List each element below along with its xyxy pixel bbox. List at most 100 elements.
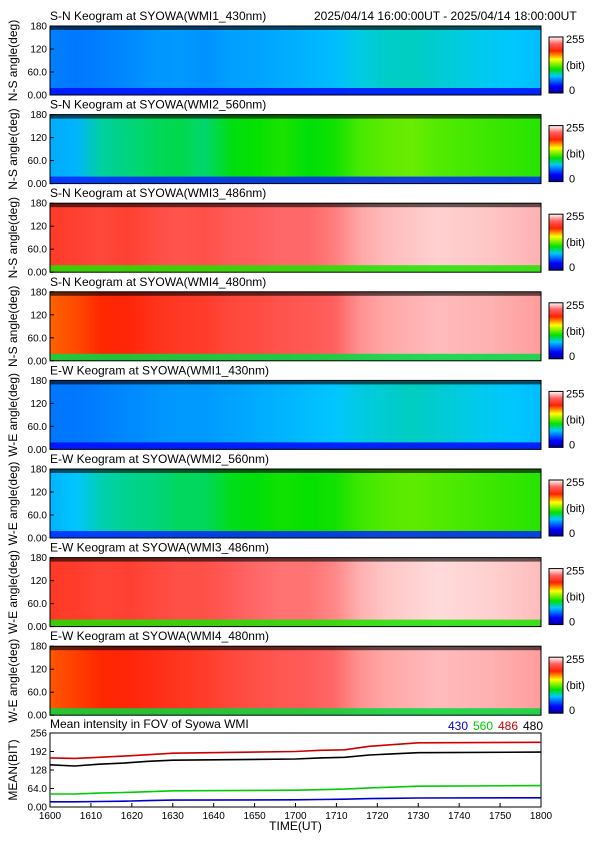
x-tick-label: 1600: [39, 811, 62, 822]
horizon-band: [50, 176, 541, 184]
panel-title: S-N Keogram at SYOWA(WMI2_560nm): [50, 98, 266, 112]
panel-frame: [49, 379, 542, 450]
panel-frame: [49, 114, 542, 185]
y-tick-label: 180: [30, 553, 47, 564]
series-line-560: [50, 784, 542, 795]
top-edge-band: [50, 203, 541, 208]
y-tick-label: 180: [30, 22, 47, 33]
heatmap-body: [50, 646, 541, 716]
keogram-panel: E-W Keogram at SYOWA(WMI2_560nm) 0.00 60.0…: [6, 452, 585, 545]
top-edge-band: [50, 291, 541, 296]
y-tick-label: 60.0: [28, 333, 48, 344]
y-tick-label: 0.00: [28, 356, 48, 367]
colorbar: [548, 36, 564, 94]
colorbar-min-label: 0: [569, 617, 575, 629]
x-tick-label: 1710: [325, 811, 348, 822]
keogram-panel: E-W Keogram at SYOWA(WMI3_486nm) 0.00 60.0…: [6, 541, 585, 634]
colorbar-max-label: 255: [566, 123, 584, 135]
series-line-486: [49, 741, 542, 760]
y-tick-label: 64.0: [28, 784, 48, 795]
legend-entry: 480: [523, 719, 543, 733]
y-tick-label: 60.0: [28, 511, 48, 522]
panel-title: S-N Keogram at SYOWA(WMI3_486nm): [50, 186, 266, 200]
x-tick-label: 1740: [448, 811, 471, 822]
y-tick-label: 0.00: [28, 534, 48, 545]
panel-title: S-N Keogram at SYOWA(WMI1_430nm): [50, 9, 266, 23]
horizon-band: [50, 88, 541, 95]
colorbar-unit-label: (bit): [566, 414, 585, 426]
y-tick-label: 0.00: [28, 268, 48, 279]
series-line-430: [50, 796, 542, 803]
y-tick-label: 0.00: [28, 622, 48, 633]
horizon-band: [50, 619, 541, 627]
legend-entry: 486: [498, 719, 518, 733]
y-axis-label: N-S angle(deg): [6, 108, 20, 189]
colorbar-min-label: 0: [569, 174, 575, 186]
y-tick-label: 60.0: [28, 688, 48, 699]
keogram-panel: S-N Keogram at SYOWA(WMI2_560nm) 0.00 60.0…: [6, 98, 585, 191]
colorbar-min-label: 0: [569, 439, 575, 451]
colorbar-max-label: 255: [566, 388, 584, 400]
x-tick-label: 1800: [530, 811, 553, 822]
colorbar-unit-label: (bit): [566, 592, 585, 604]
y-tick-label: 60.0: [28, 68, 48, 79]
colorbar: [548, 568, 564, 626]
y-tick-label: 180: [30, 287, 47, 298]
panel-frame: [49, 557, 542, 628]
heatmap-body: [50, 26, 541, 95]
heatmap-body: [50, 203, 541, 273]
panel-title: E-W Keogram at SYOWA(WMI1_430nm): [50, 363, 269, 377]
colorbar: [548, 479, 564, 537]
y-tick-label: 0.00: [28, 91, 48, 102]
y-tick-label: 60.0: [28, 599, 48, 610]
keogram-panel: S-N Keogram at SYOWA(WMI4_480nm) 0.00 60.0…: [6, 275, 585, 368]
colorbar: [548, 213, 564, 271]
colorbar: [548, 656, 564, 714]
heatmap-body: [50, 469, 541, 538]
colorbar-max-label: 255: [566, 654, 584, 666]
panel-frame: [49, 202, 542, 273]
panel-title: E-W Keogram at SYOWA(WMI3_486nm): [50, 541, 269, 555]
panel-frame: [49, 25, 542, 96]
keogram-panel: E-W Keogram at SYOWA(WMI1_430nm) 0.00 60.0…: [6, 363, 585, 456]
y-tick-label: 256: [30, 729, 47, 740]
legend-entry: 560: [473, 719, 493, 733]
heatmap-body: [50, 114, 541, 184]
colorbar-unit-label: (bit): [566, 680, 585, 692]
top-edge-band: [50, 380, 541, 385]
y-tick-label: 120: [30, 222, 47, 233]
y-axis-label: W-E angle(deg): [6, 639, 20, 723]
x-tick-label: 1720: [366, 811, 389, 822]
keogram-panel: S-N Keogram at SYOWA(WMI3_486nm) 0.00 60.0…: [6, 186, 585, 279]
y-tick-label: 128: [30, 766, 47, 777]
heatmap-body: [50, 380, 541, 450]
keogram-panel: E-W Keogram at SYOWA(WMI4_480nm) 0.00 60.0…: [6, 629, 585, 722]
colorbar: [548, 302, 564, 360]
y-tick-label: 180: [30, 376, 47, 387]
keogram-panel: S-N Keogram at SYOWA(WMI1_430nm) 0.00 60.0…: [6, 9, 585, 102]
y-tick-label: 180: [30, 465, 47, 476]
legend-entry: 430: [448, 719, 468, 733]
y-tick-label: 120: [30, 45, 47, 56]
y-tick-label: 0.00: [28, 803, 48, 814]
colorbar: [548, 125, 564, 183]
colorbar-max-label: 255: [566, 566, 584, 578]
x-tick-label: 1730: [407, 811, 430, 822]
y-tick-label: 120: [30, 488, 47, 499]
top-edge-band: [50, 557, 541, 562]
y-axis-label: N-S angle(deg): [6, 286, 20, 367]
y-tick-label: 180: [30, 199, 47, 210]
colorbar-min-label: 0: [569, 85, 575, 97]
y-axis-label: W-E angle(deg): [6, 373, 20, 457]
panel-title: S-N Keogram at SYOWA(WMI4_480nm): [50, 275, 266, 289]
heatmap-body: [50, 557, 541, 627]
colorbar-max-label: 255: [566, 477, 584, 489]
heatmap-body: [50, 291, 541, 361]
x-tick-label: 1700: [284, 811, 307, 822]
y-tick-label: 0.00: [28, 179, 48, 190]
y-tick-label: 192: [30, 747, 47, 758]
y-axis-label: W-E angle(deg): [6, 462, 20, 546]
x-tick-label: 1650: [243, 811, 266, 822]
horizon-band: [50, 442, 541, 450]
horizon-band: [50, 531, 541, 538]
